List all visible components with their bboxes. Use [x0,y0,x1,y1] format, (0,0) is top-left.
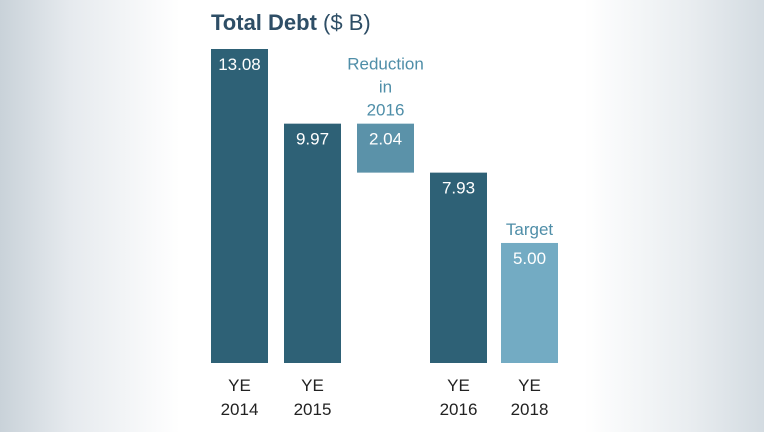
bar-5 [501,242,558,363]
category-label-4-line1: YE [447,376,470,395]
category-label-1-line1: YE [228,376,251,395]
bar-value-label-4: 7.93 [442,179,475,198]
bar-value-label-2: 9.97 [296,130,329,149]
bar-value-label-1: 13.08 [218,55,261,74]
category-label-2-line2: 2015 [294,400,332,419]
category-label-1-line2: 2014 [221,400,259,419]
annotation-line-3-2: in [379,78,392,97]
chart-title: Total Debt [211,10,317,35]
bar-1 [211,49,268,363]
category-label-5-line2: 2018 [511,400,549,419]
category-label-4-line2: 2016 [440,400,478,419]
bar-value-label-3: 2.04 [369,130,402,149]
category-label-2-line1: YE [301,376,324,395]
chart-unit: ($ B) [323,10,371,35]
bar-4 [430,172,487,363]
annotation-line-3-3: 2016 [367,101,405,120]
category-label-5-line1: YE [518,376,541,395]
bar-2 [284,123,341,363]
bar-3 [357,123,414,173]
bar-value-label-5: 5.00 [513,249,546,268]
annotation-line-3-1: Reduction [347,55,424,74]
annotation-line-5-1: Target [506,220,554,239]
chart-title-block: Total Debt ($ B) [211,10,371,36]
